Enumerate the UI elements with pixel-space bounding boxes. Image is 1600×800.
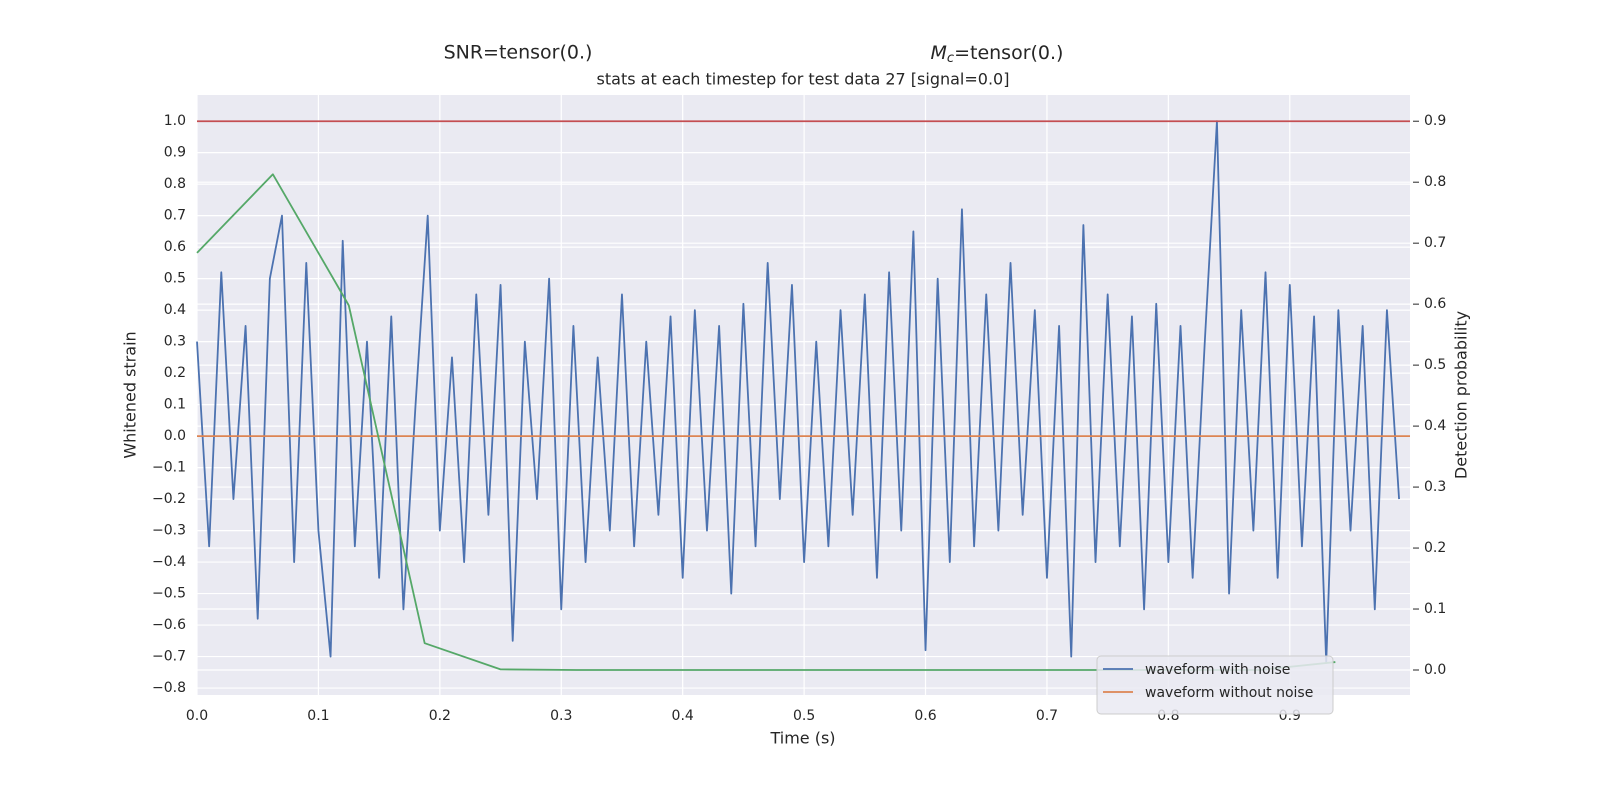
y-axis-label: Whitened strain [121,331,140,458]
title-symbol: M [931,42,947,64]
y2-tick-label: 0.4 [1424,418,1446,434]
x-tick-label: 0.5 [793,708,815,724]
x-tick-label: 0.4 [672,708,694,724]
plot-area [197,95,1410,695]
y2-tick-label: 0.3 [1424,479,1446,495]
x-tick-label: 0.0 [186,708,208,724]
series-line [196,120,1400,664]
y-tick-label: 0.8 [164,176,186,192]
x-tick-label: 0.7 [1036,708,1058,724]
y-tick-label: 0.6 [164,239,186,255]
y-tick-label: −0.8 [152,680,186,696]
y-tick-label: −0.3 [152,523,186,539]
y2-tick-label: 0.2 [1424,540,1446,556]
y2-tick-label: 0.8 [1424,174,1446,190]
y-tick-label: −0.7 [152,649,186,665]
x-axis-label: Time (s) [769,729,835,748]
title-right: Mc=tensor(0.) [931,42,1064,66]
x-tick-label: 0.3 [550,708,572,724]
y2-axis-label: Detection probability [1452,311,1471,479]
y-tick-label: 0.1 [164,397,186,413]
y2-tick-label: 0.6 [1424,296,1446,312]
y2-tick-label: 0.0 [1424,662,1446,678]
y-tick-label: −0.4 [152,554,186,570]
title-subscript: c [947,51,954,66]
x-tick-label: 0.1 [307,708,329,724]
title-left: SNR=tensor(0.) [444,42,593,64]
y-tick-label: 1.0 [164,113,186,129]
y-tick-label: 0.3 [164,334,186,350]
y2-tick-label: 0.5 [1424,357,1446,373]
legend-label: waveform with noise [1145,662,1290,678]
y-tick-label: −0.2 [152,491,186,507]
y2-tick-label: 0.1 [1424,601,1446,617]
y-tick-label: 0.7 [164,208,186,224]
subtitle: stats at each timestep for test data 27 … [597,70,1010,89]
y-tick-label: 0.0 [164,428,186,444]
x-tick-label: 0.6 [914,708,936,724]
legend-box [1096,655,1334,715]
y-tick-label: −0.1 [152,460,186,476]
x-tick-label: 0.2 [429,708,451,724]
y2-tick-label: 0.7 [1424,235,1446,251]
y-tick-label: 0.4 [164,302,186,318]
y-tick-label: −0.6 [152,617,186,633]
y-tick-label: 0.5 [164,271,186,287]
y-tick-label: 0.2 [164,365,186,381]
title-text: =tensor(0.) [954,42,1063,64]
y2-tick-label: 0.9 [1424,113,1446,129]
y-tick-label: −0.5 [152,586,186,602]
legend-label: waveform without noise [1145,685,1313,701]
y-tick-label: 0.9 [164,145,186,161]
